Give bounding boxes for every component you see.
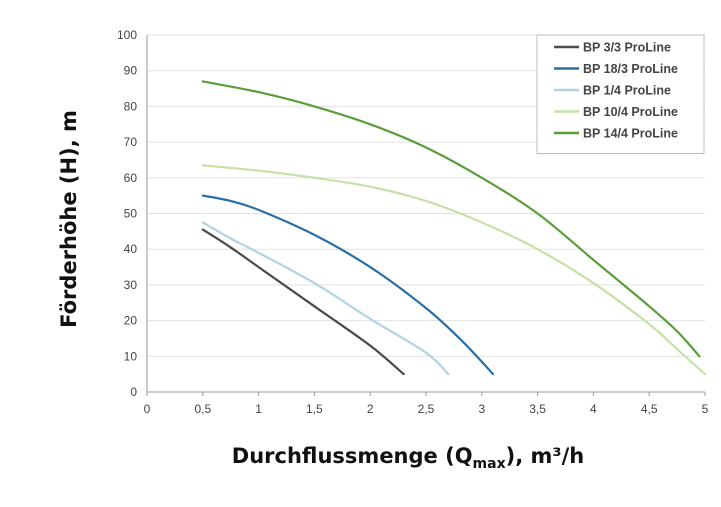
y-tick-label: 30 [124,278,138,292]
tick-labels: 0 10 20 30 40 50 60 70 80 90 100 0 0,5 1 1,5 2 2,5 3 3,5 4 4… [117,28,709,416]
x-axis-title-main: Durchflussmenge (Q [232,444,473,468]
series-line-bp-3-3-proline [201,228,405,376]
y-tick-label: 0 [130,385,137,399]
x-axis-title-subscript: max [473,456,506,472]
y-tick-label: 100 [117,28,137,42]
x-tick-label: 3,5 [529,402,546,416]
legend-label: BP 14/4 ProLine [583,127,678,141]
y-tick-label: 10 [124,349,138,363]
x-tick-label: 4,5 [641,402,658,416]
axes [146,35,706,396]
x-tick-label: 3 [478,402,485,416]
x-tick-label: 2 [367,402,374,416]
y-axis-title: Förderhöhe (H), m [57,110,81,328]
x-tick-label: 0 [144,402,151,416]
x-tick-label: 1,5 [306,402,323,416]
y-tick-label: 70 [124,135,138,149]
series-line-bp-1-4-proline [201,221,450,376]
x-tick-label: 2,5 [418,402,435,416]
y-tick-label: 40 [124,242,138,256]
series-lines [201,80,707,376]
x-tick-label: 5 [702,402,709,416]
legend-label: BP 10/4 ProLine [583,105,678,119]
y-tick-label: 80 [124,99,138,113]
x-tick-label: 1 [255,402,262,416]
x-axis-title-suffix: ), m³/h [506,444,585,468]
x-tick-label: 0,5 [194,402,211,416]
y-tick-label: 90 [124,64,138,78]
legend-label: BP 1/4 ProLine [583,84,671,98]
series-line-bp-10-4-proline [201,164,707,376]
x-axis-title: Durchflussmenge (Qmax), m³/h [232,444,584,472]
y-tick-label: 20 [124,314,138,328]
series-line-bp-18-3-proline [201,194,495,376]
series-line-bp-14-4-proline [201,80,701,358]
legend-label: BP 3/3 ProLine [583,41,671,55]
legend-label: BP 18/3 ProLine [583,62,678,76]
y-tick-label: 60 [124,171,138,185]
legend: BP 3/3 ProLine BP 18/3 ProLine BP 1/4 ProL… [536,34,705,154]
x-tick-label: 4 [590,402,597,416]
y-tick-label: 50 [124,207,138,221]
